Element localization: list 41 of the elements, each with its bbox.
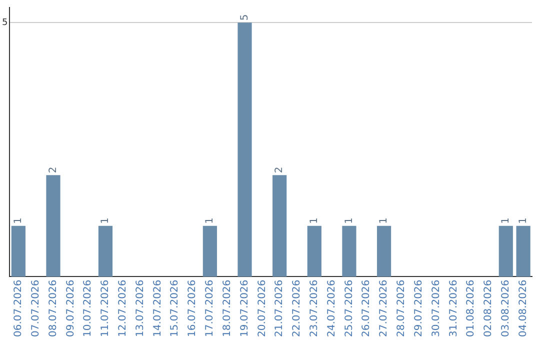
data-label: 1 <box>344 218 355 224</box>
x-tick-label: 08.07.2026 <box>48 280 59 338</box>
x-tick-label: 31.07.2026 <box>448 280 460 338</box>
x-tick-label: 06.07.2026 <box>13 280 24 338</box>
x-tick-label: 15.07.2026 <box>170 280 181 338</box>
x-tick-label: 25.07.2026 <box>344 280 355 338</box>
data-label: 1 <box>13 218 24 224</box>
x-tick-label: 21.07.2026 <box>274 280 286 338</box>
x-tick-label: 23.07.2026 <box>308 280 320 338</box>
x-tick-label: 02.08.2026 <box>483 280 494 338</box>
data-label: 1 <box>204 218 216 224</box>
data-label: 1 <box>378 218 390 224</box>
x-tick-label: 18.07.2026 <box>222 280 233 338</box>
x-tick-label: 03.08.2026 <box>500 280 512 338</box>
x-tick-label: 27.07.2026 <box>378 280 390 338</box>
x-tick-label: 17.07.2026 <box>204 280 216 338</box>
x-tick-label: 11.07.2026 <box>100 280 112 338</box>
x-tick-label: 10.07.2026 <box>82 280 94 338</box>
x-tick-label: 30.07.2026 <box>430 280 442 338</box>
data-label: 5 <box>239 14 250 21</box>
data-label: 2 <box>48 166 59 174</box>
x-tick-label: 20.07.2026 <box>256 280 268 338</box>
x-tick-label: 01.08.2026 <box>466 280 477 338</box>
x-tick-label: 04.08.2026 <box>518 280 529 338</box>
x-tick-label: 13.07.2026 <box>134 280 146 338</box>
x-tick-label: 29.07.2026 <box>413 280 424 338</box>
x-tick-label: 09.07.2026 <box>65 280 76 338</box>
x-tick-label: 24.07.2026 <box>326 280 338 338</box>
x-tick-label: 28.07.2026 <box>396 280 408 338</box>
data-label: 2 <box>274 166 286 174</box>
data-label: 1 <box>308 218 320 224</box>
data-label: 1 <box>518 218 529 224</box>
x-tick-label: 12.07.2026 <box>117 280 128 338</box>
x-tick-label: 19.07.2026 <box>239 280 250 338</box>
data-label: 1 <box>500 218 512 224</box>
x-tick-label: 07.07.2026 <box>30 280 42 338</box>
x-tick-label: 14.07.2026 <box>152 280 164 338</box>
x-tick-label: 26.07.2026 <box>361 280 372 338</box>
x-tick-label: 16.07.2026 <box>187 280 198 338</box>
data-label: 1 <box>100 218 112 224</box>
x-tick-label: 22.07.2026 <box>292 280 303 338</box>
